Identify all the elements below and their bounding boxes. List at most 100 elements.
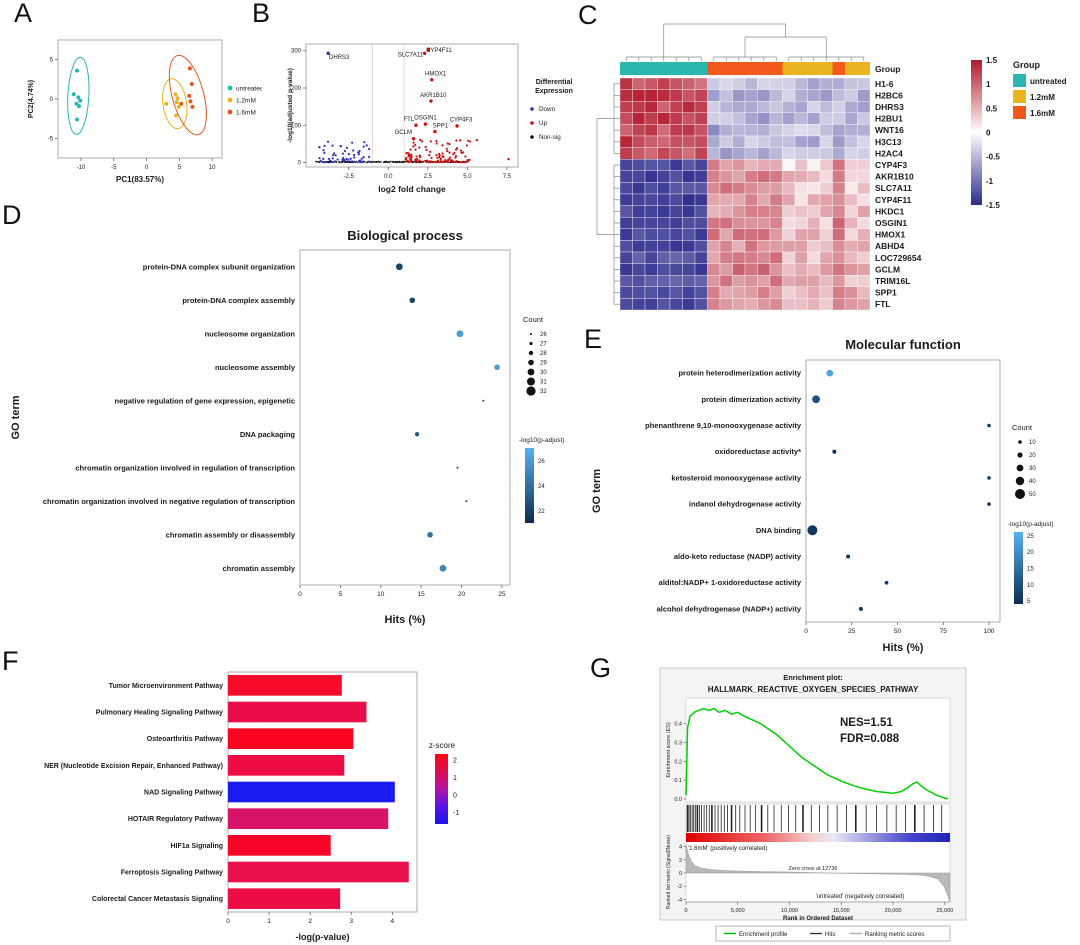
- count-legend-value: 40: [1029, 479, 1036, 485]
- heatmap-legend-label: 1.2mM: [1030, 93, 1055, 102]
- heatmap-cell: [619, 263, 633, 276]
- go-term-dot: [807, 525, 818, 536]
- volcano-gene-point: [414, 123, 418, 127]
- heatmap-cell: [669, 263, 683, 276]
- heatmap-cell: [682, 170, 696, 183]
- pathway-label: HIF1a Signaling: [170, 843, 223, 850]
- heatmap-cell: [719, 101, 733, 113]
- heatmap-cell: [782, 251, 796, 264]
- go-term-label: protein-DNA complex subunit organization: [143, 262, 296, 271]
- heatmap-cell: [669, 275, 683, 287]
- heatmap-cell: [619, 147, 633, 160]
- heatmap-cell: [782, 240, 796, 253]
- heatmap-cell: [744, 240, 758, 253]
- heatmap-cell: [669, 182, 683, 195]
- svg-text:5: 5: [339, 591, 343, 598]
- heatmap-colorbar: [971, 60, 982, 205]
- heatmap-cell: [707, 286, 721, 299]
- go-term-label: nucleosome assembly: [215, 363, 296, 372]
- heatmap-cell: [794, 89, 808, 102]
- svg-text:0.3: 0.3: [674, 740, 682, 746]
- heatmap-cell: [657, 135, 671, 148]
- heatmap-cell: [769, 112, 783, 125]
- heatmap-cell: [657, 298, 671, 311]
- heatmap-cell: [757, 228, 771, 241]
- heatmap-cell: [719, 159, 733, 171]
- heatmap-cell: [832, 298, 846, 311]
- heatmap-cell: [719, 89, 733, 102]
- heatmap-cell: [807, 275, 821, 287]
- heatmap-cell: [632, 217, 646, 229]
- volcano-gene-point: [429, 99, 433, 103]
- heatmap-group-annotation: [820, 62, 833, 75]
- heatmap-cell: [819, 240, 833, 253]
- go-term-dot: [826, 369, 834, 377]
- heatmap-cell: [757, 112, 771, 125]
- heatmap-colorbar-tick: 1.5: [986, 56, 998, 65]
- heatmap-cell: [857, 101, 871, 113]
- heatmap-cell: [632, 89, 646, 102]
- heatmap-cell: [657, 286, 671, 299]
- heatmap-cell: [657, 240, 671, 253]
- svg-text:100: 100: [984, 628, 995, 635]
- svg-text:5: 5: [50, 58, 54, 64]
- gsea-legend-label: Enrichment profile: [739, 932, 788, 938]
- heatmap-cell: [769, 286, 783, 299]
- pathway-bar: [228, 808, 389, 829]
- gsea-fdr: FDR=0.088: [840, 733, 900, 745]
- heatmap-cell: [782, 286, 796, 299]
- heatmap-cell: [694, 77, 708, 90]
- heatmap-cell: [669, 193, 683, 206]
- volcano-gene-point: [423, 122, 428, 126]
- heatmap-cell: [832, 182, 846, 195]
- pathway-label: Osteoarthritis Pathway: [147, 736, 223, 743]
- go-term-label: nucleosome organization: [205, 329, 296, 338]
- heatmap-cell: [782, 89, 796, 102]
- heatmap-cell: [744, 193, 758, 206]
- heatmap-cell: [619, 240, 633, 253]
- heatmap-group-annotation: [720, 62, 733, 75]
- pathway-label: NER (Nucleotide Excision Repair, Enhance…: [44, 763, 223, 770]
- heatmap-cell: [732, 205, 746, 218]
- heatmap-gene-label: AKR1B10: [875, 172, 914, 182]
- heatmap-cell: [832, 205, 846, 218]
- svg-text:0.2: 0.2: [674, 759, 682, 765]
- heatmap-cell: [857, 298, 871, 311]
- gsea-nes: NES=1.51: [840, 717, 893, 729]
- count-legend-value: 31: [540, 380, 547, 386]
- heatmap-cell: [694, 205, 708, 218]
- panel-g-label: G: [590, 653, 612, 683]
- heatmap-cell: [757, 135, 771, 148]
- heatmap-cell: [819, 205, 833, 218]
- heatmap-cell: [719, 193, 733, 206]
- color-legend-tick: 22: [538, 509, 545, 515]
- zscore-legend-tick: 1: [453, 775, 457, 782]
- heatmap-cell: [719, 298, 733, 311]
- pca-point: [188, 99, 193, 104]
- heatmap-cell: [707, 135, 721, 148]
- panel-c-label: C: [578, 0, 598, 30]
- heatmap-cell: [632, 275, 646, 287]
- heatmap-cell: [757, 275, 771, 287]
- heatmap-cell: [769, 240, 783, 253]
- heatmap-cell: [782, 147, 796, 160]
- heatmap-colorbar-tick: -1: [986, 177, 994, 186]
- heatmap-cell: [744, 228, 758, 241]
- heatmap-cell: [719, 182, 733, 195]
- heatmap-cell: [694, 275, 708, 287]
- heatmap-cell: [669, 77, 683, 90]
- svg-text:0: 0: [804, 628, 808, 635]
- svg-text:300: 300: [291, 49, 302, 55]
- heatmap-gene-label: LOC729654: [875, 253, 922, 263]
- x-axis-label: Hits (%): [883, 642, 924, 654]
- heatmap-group-annotation: [707, 62, 720, 75]
- heatmap-cell: [844, 228, 858, 241]
- heatmap-cell: [719, 170, 733, 183]
- heatmap-cell: [769, 77, 783, 90]
- heatmap-cell: [819, 298, 833, 311]
- pca-point: [179, 101, 184, 106]
- heatmap-cell: [857, 240, 871, 253]
- heatmap-cell: [732, 77, 746, 90]
- heatmap-cell: [719, 263, 733, 276]
